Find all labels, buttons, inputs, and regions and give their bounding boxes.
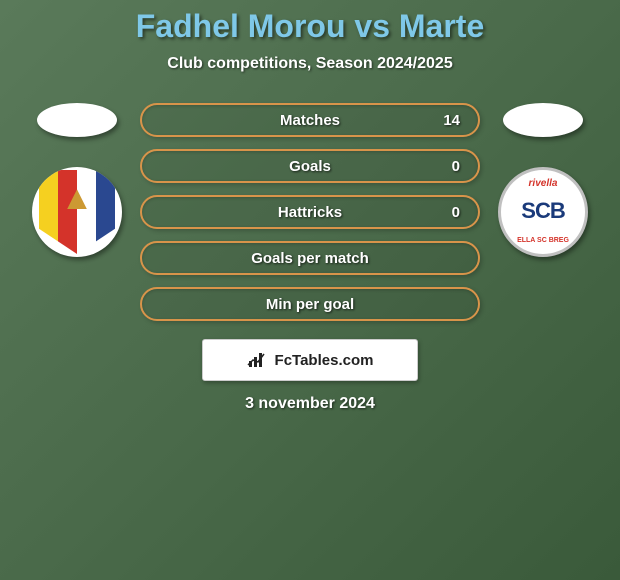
- stat-row-goals-per-match: Goals per match: [140, 241, 480, 275]
- club-logo-left: [32, 167, 122, 257]
- stat-row-goals: Goals 0: [140, 149, 480, 183]
- player-left-placeholder-icon: [37, 103, 117, 137]
- subtitle: Club competitions, Season 2024/2025: [0, 55, 620, 73]
- stat-label: Goals: [289, 158, 331, 175]
- club-logo-right: rivella SCB ELLA SC BREG: [498, 167, 588, 257]
- stat-value-right: 14: [443, 112, 460, 129]
- stat-label: Matches: [280, 112, 340, 129]
- page-title: Fadhel Morou vs Marte: [0, 8, 620, 45]
- stat-value-right: 0: [452, 158, 460, 175]
- stat-label: Min per goal: [266, 296, 354, 313]
- brand-text: FcTables.com: [275, 352, 374, 369]
- logo-initials: SCB: [501, 198, 585, 224]
- player-right-placeholder-icon: [503, 103, 583, 137]
- stat-value-right: 0: [452, 204, 460, 221]
- comparison-card: Fadhel Morou vs Marte Club competitions,…: [0, 0, 620, 413]
- bar-chart-icon: [247, 351, 269, 369]
- logo-sponsor-text: rivella: [501, 178, 585, 189]
- stat-label: Goals per match: [251, 250, 369, 267]
- stat-row-min-per-goal: Min per goal: [140, 287, 480, 321]
- brand-badge[interactable]: FcTables.com: [202, 339, 418, 381]
- round-badge-icon: rivella SCB ELLA SC BREG: [501, 170, 585, 254]
- left-column: [32, 103, 122, 257]
- main-row: Matches 14 Goals 0 Hattricks 0 Goals per…: [0, 103, 620, 321]
- right-column: rivella SCB ELLA SC BREG: [498, 103, 588, 257]
- date-text: 3 november 2024: [0, 395, 620, 413]
- shield-icon: [39, 170, 115, 254]
- stat-row-hattricks: Hattricks 0: [140, 195, 480, 229]
- stat-row-matches: Matches 14: [140, 103, 480, 137]
- logo-ring-text: ELLA SC BREG: [501, 237, 585, 244]
- stat-label: Hattricks: [278, 204, 342, 221]
- stats-column: Matches 14 Goals 0 Hattricks 0 Goals per…: [140, 103, 480, 321]
